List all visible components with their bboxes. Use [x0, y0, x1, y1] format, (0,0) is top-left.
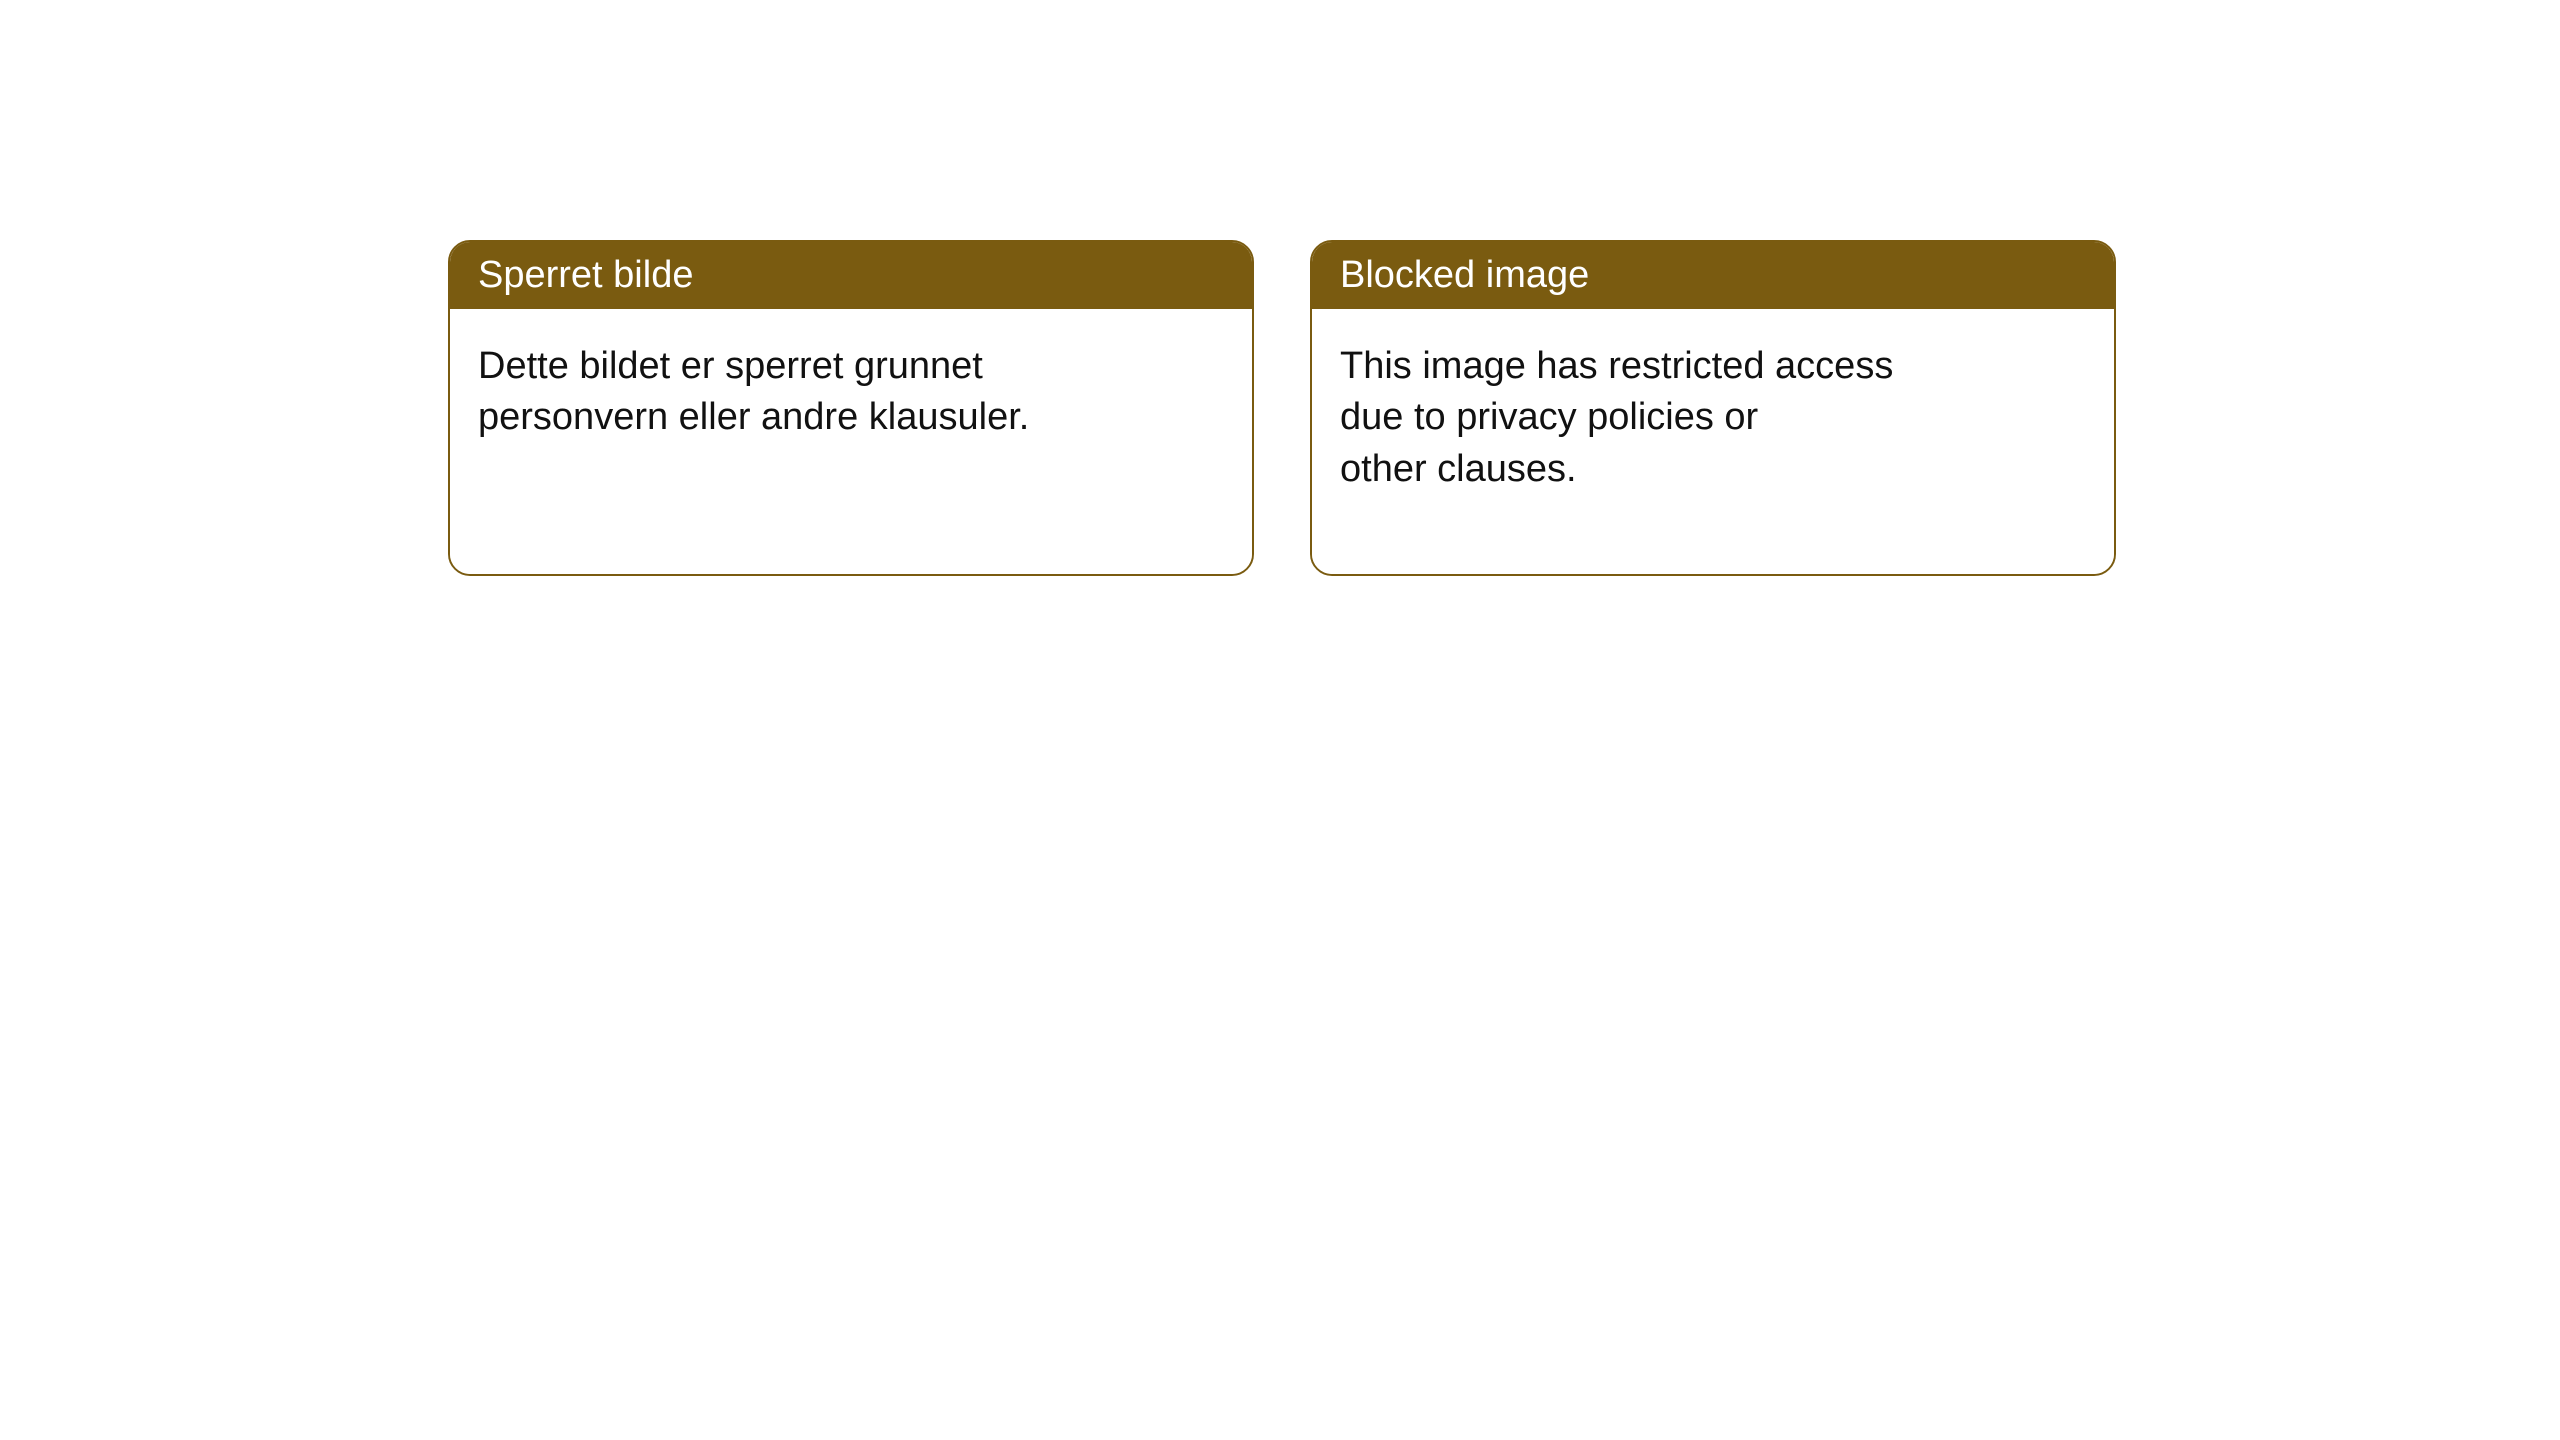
notice-card-text: Dette bildet er sperret grunnet personve… — [478, 341, 1224, 444]
notice-card-header: Sperret bilde — [450, 242, 1252, 309]
notice-container: Sperret bilde Dette bildet er sperret gr… — [0, 0, 2560, 576]
notice-card-no: Sperret bilde Dette bildet er sperret gr… — [448, 240, 1254, 576]
notice-card-title: Blocked image — [1340, 254, 1589, 297]
notice-card-text: This image has restricted access due to … — [1340, 341, 2086, 495]
notice-card-title: Sperret bilde — [478, 254, 693, 297]
notice-card-en: Blocked image This image has restricted … — [1310, 240, 2116, 576]
notice-card-body: Dette bildet er sperret grunnet personve… — [450, 309, 1252, 574]
notice-card-header: Blocked image — [1312, 242, 2114, 309]
notice-card-body: This image has restricted access due to … — [1312, 309, 2114, 574]
